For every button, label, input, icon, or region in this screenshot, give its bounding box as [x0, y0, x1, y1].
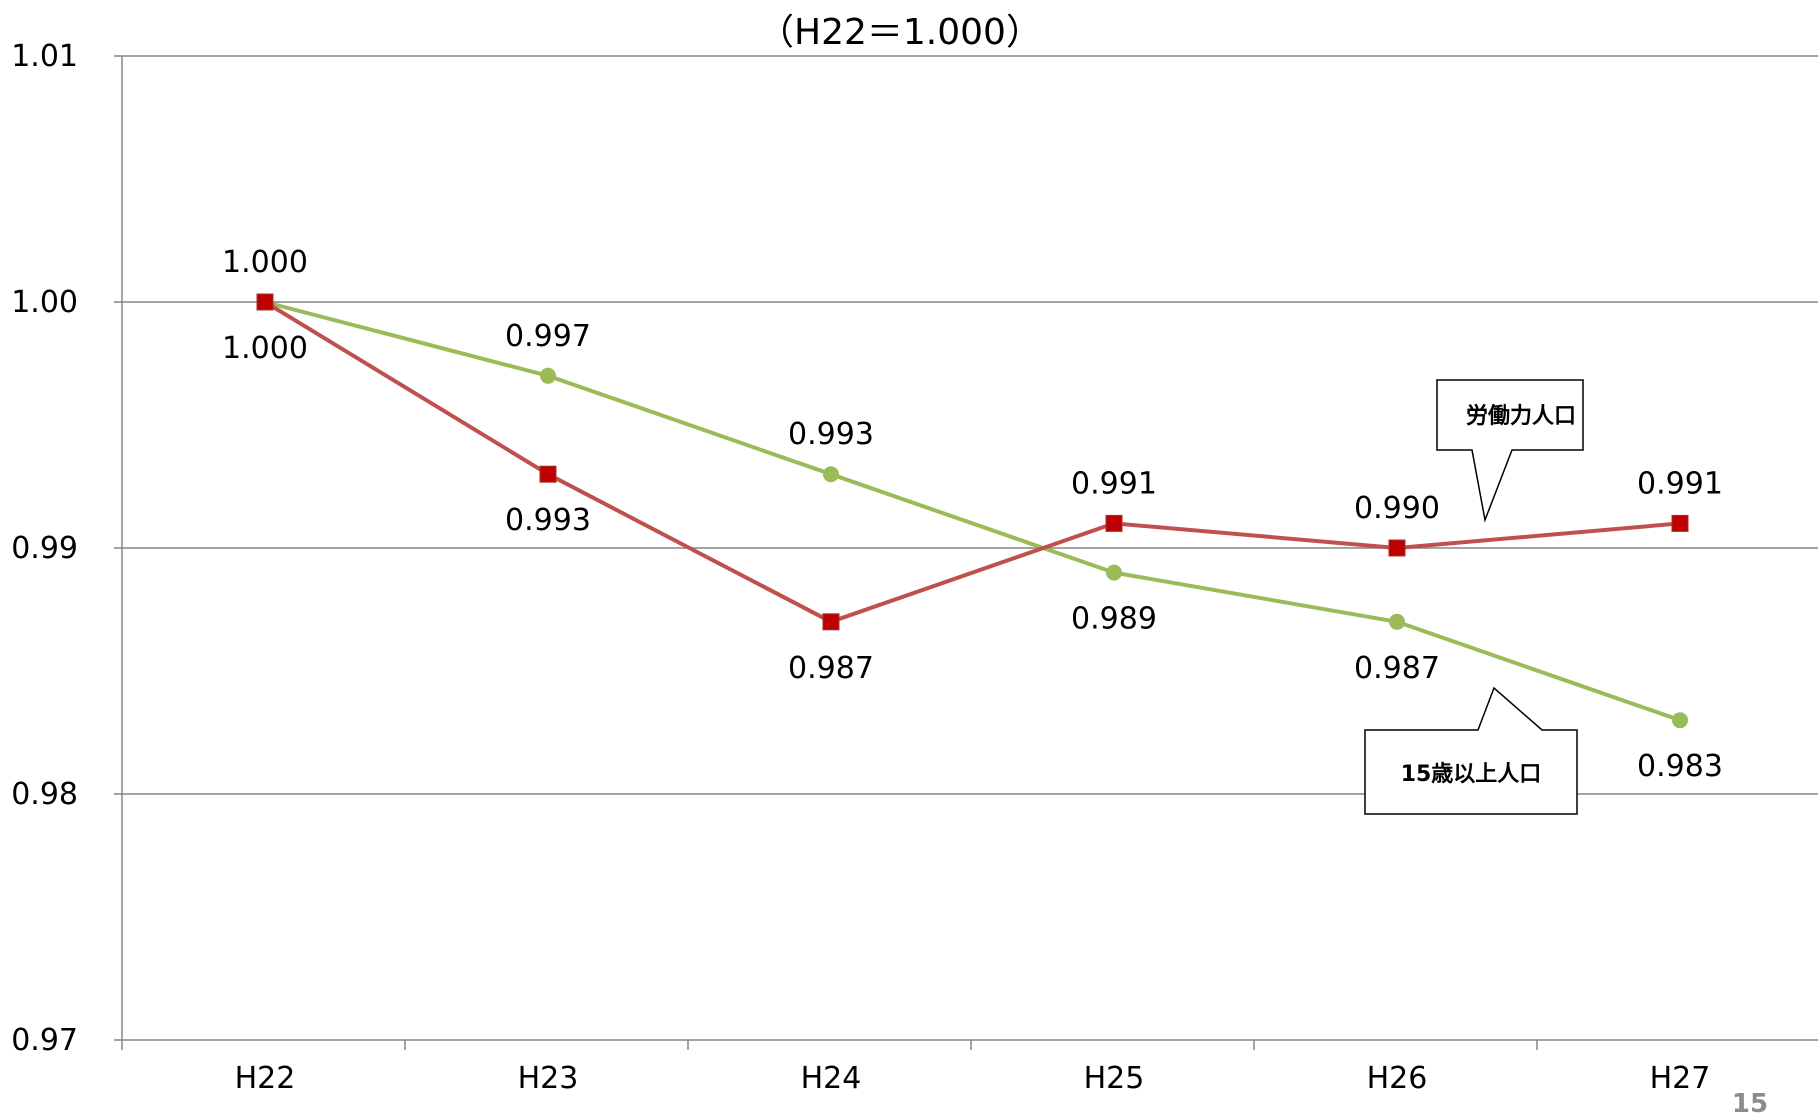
callout-labor-force-label: 労働力人口	[1466, 403, 1576, 429]
data-label: 0.987	[788, 651, 874, 686]
data-label: 1.000	[222, 245, 308, 280]
series-line	[264, 300, 1681, 723]
data-point	[540, 367, 556, 384]
data-labels: 1.000 0.997 0.993 0.989 0.987 0.983 1.000 0.993…	[222, 245, 1723, 784]
x-axis-ticks: H22 H23 H24 H25 H26 H27	[121, 1040, 1711, 1096]
data-point	[822, 613, 840, 631]
y-tick-label: 1.00	[11, 285, 78, 320]
data-label: 0.993	[505, 503, 591, 538]
callout-15plus-box	[1364, 686, 1578, 815]
y-tick-label: 0.98	[11, 777, 78, 812]
x-tick-label: H23	[518, 1061, 579, 1096]
data-label: 0.987	[1354, 651, 1440, 686]
data-label: 0.991	[1071, 466, 1157, 501]
data-point	[823, 466, 839, 483]
data-point	[1106, 564, 1122, 581]
page-number: 15	[1732, 1089, 1768, 1118]
series-line	[263, 300, 1681, 624]
data-point	[539, 465, 557, 483]
y-tick-label: 1.01	[11, 39, 78, 74]
x-tick-label: H27	[1650, 1061, 1711, 1096]
data-label: 0.997	[505, 319, 591, 354]
y-tick-label: 0.99	[11, 531, 78, 566]
callout-labor-force-box	[1436, 379, 1584, 523]
y-tick-label: 0.97	[11, 1023, 78, 1058]
data-point	[1671, 514, 1689, 532]
data-label: 0.983	[1637, 749, 1723, 784]
callout-15plus-label: 15歳以上人口	[1401, 762, 1542, 787]
data-label: 0.993	[788, 417, 874, 452]
x-tick-label: H25	[1084, 1061, 1145, 1096]
callout-labor-force: 労働力人口	[1436, 379, 1584, 523]
data-label: 0.989	[1071, 602, 1157, 637]
data-label: 0.991	[1637, 466, 1723, 501]
series-group	[256, 293, 1689, 729]
data-point	[1105, 514, 1123, 532]
data-point	[256, 293, 274, 311]
y-axis-ticks: 0.97 0.98 0.99 1.00 1.01	[11, 39, 122, 1058]
data-label: 1.000	[222, 331, 308, 366]
data-point	[1672, 712, 1688, 729]
data-label: 0.990	[1354, 491, 1440, 526]
chart-title: （H22＝1.000）	[758, 12, 1042, 53]
callout-15plus: 15歳以上人口	[1364, 686, 1578, 815]
x-tick-label: H26	[1367, 1061, 1428, 1096]
data-point	[1389, 613, 1405, 630]
x-tick-label: H22	[235, 1061, 296, 1096]
data-point	[1388, 539, 1406, 557]
x-tick-label: H24	[801, 1061, 862, 1096]
